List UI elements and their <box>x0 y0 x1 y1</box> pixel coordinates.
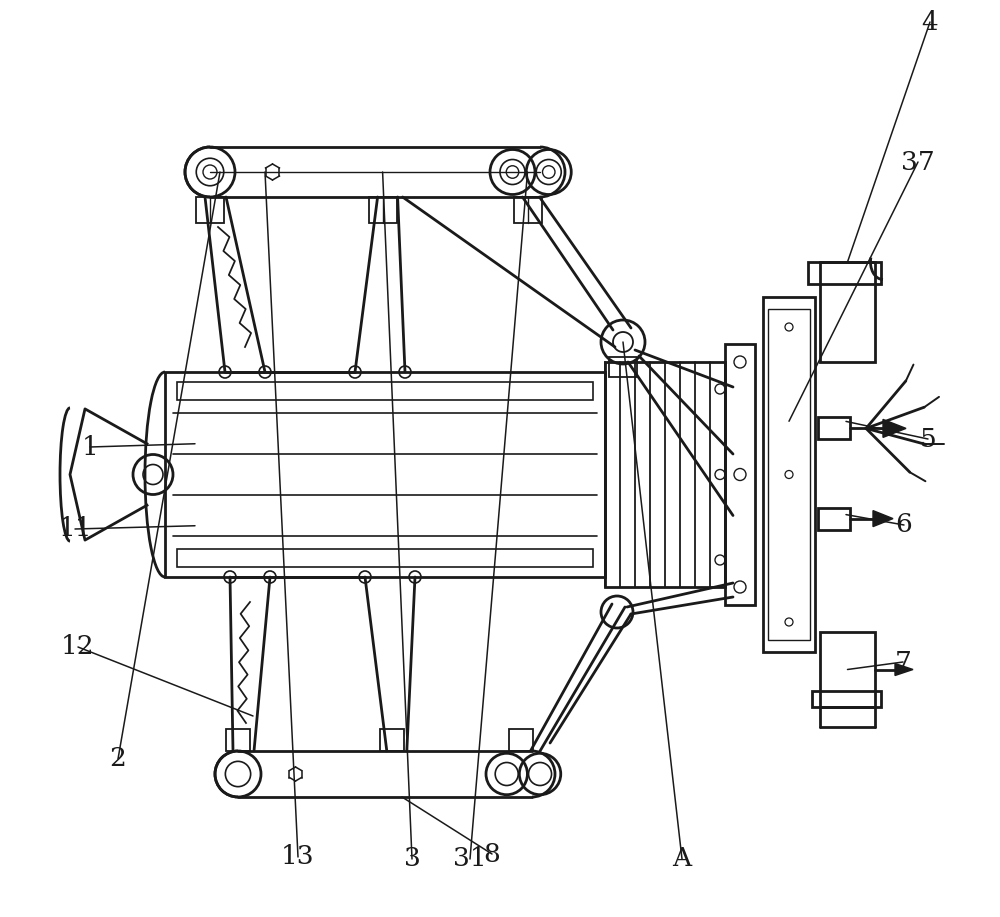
Bar <box>818 508 850 530</box>
Text: 12: 12 <box>61 635 95 659</box>
Text: 2: 2 <box>110 746 126 771</box>
Bar <box>808 262 881 284</box>
Bar <box>763 297 815 652</box>
Bar <box>369 197 397 223</box>
Bar <box>177 549 593 567</box>
Bar <box>196 197 224 223</box>
Bar <box>177 382 593 400</box>
Bar <box>818 417 850 439</box>
Polygon shape <box>873 511 893 526</box>
Bar <box>509 729 532 751</box>
Text: 1: 1 <box>82 435 98 459</box>
Polygon shape <box>895 664 913 676</box>
Bar <box>605 362 725 587</box>
Bar <box>820 262 875 362</box>
Bar <box>609 357 637 377</box>
Text: 8: 8 <box>484 842 500 867</box>
Text: 37: 37 <box>901 149 935 174</box>
Text: 11: 11 <box>58 516 92 542</box>
Text: 3: 3 <box>404 846 420 871</box>
Text: A: A <box>672 846 692 871</box>
Bar <box>514 197 542 223</box>
Bar <box>380 729 404 751</box>
Text: 5: 5 <box>920 426 936 451</box>
Bar <box>226 729 250 751</box>
Bar <box>820 632 875 707</box>
Bar <box>165 372 605 577</box>
Bar <box>812 691 881 707</box>
Text: 4: 4 <box>922 9 938 35</box>
Bar <box>725 344 755 605</box>
Text: 7: 7 <box>895 649 911 675</box>
Bar <box>768 309 810 640</box>
Polygon shape <box>883 419 906 437</box>
Text: 6: 6 <box>896 513 912 537</box>
Text: 13: 13 <box>281 845 315 869</box>
Text: 31: 31 <box>453 846 487 871</box>
